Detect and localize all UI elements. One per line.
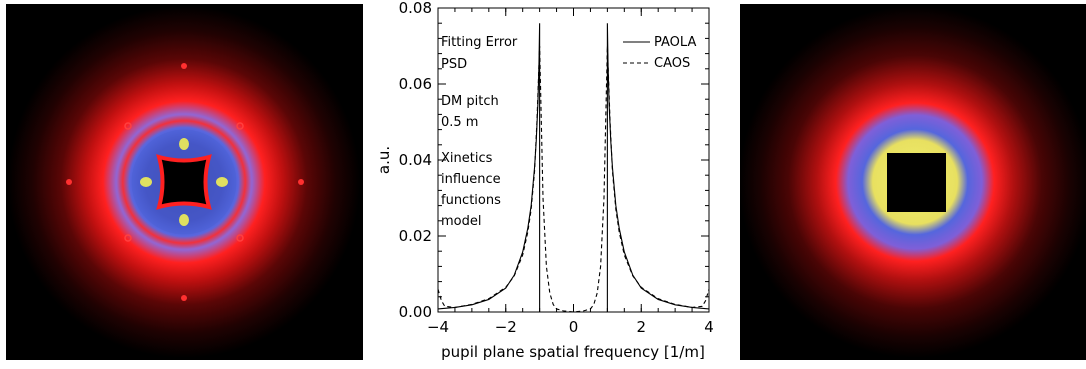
legend-entry-label: PAOLA: [654, 35, 696, 50]
y-tick-label: 0.00: [399, 303, 432, 321]
annotation-text: influence: [441, 172, 501, 187]
annotation-text: model: [441, 214, 481, 229]
chart-svg: 0.00 0.02 0.04 0.06 0.08 −4 −2 0 2 4 Fitting Err…: [375, 0, 714, 361]
right-psd-image: [740, 4, 1086, 360]
left-psd-spot: [181, 295, 187, 301]
annotation-text: 0.5 m: [441, 115, 478, 130]
legend-entry-label: CAOS: [654, 56, 690, 71]
left-psd-svg: [8, 6, 360, 358]
left-psd-image: [6, 4, 363, 360]
left-psd-spot: [124, 122, 132, 130]
x-axis-label: pupil plane spatial frequency [1/m]: [441, 343, 705, 361]
y-axis-label: a.u.: [375, 146, 393, 174]
left-psd-spot: [181, 63, 187, 69]
series-layer: [437, 23, 710, 313]
x-tick-label: 2: [636, 318, 646, 336]
y-tick-label: 0.06: [399, 75, 432, 93]
annotation-text: DM pitch: [441, 94, 499, 109]
y-tick-label: 0.08: [399, 0, 432, 17]
psd-line-chart: 0.00 0.02 0.04 0.06 0.08 −4 −2 0 2 4 Fitting Err…: [360, 0, 740, 365]
series-line-caos: [437, 45, 710, 313]
right-psd-svg: [740, 6, 1086, 358]
x-tick-label: −2: [495, 318, 517, 336]
y-tick-label: 0.04: [399, 151, 432, 169]
legend: PAOLA CAOS: [623, 35, 696, 71]
annotation-text: PSD: [441, 57, 467, 72]
y-axis: 0.00 0.02 0.04 0.06 0.08: [399, 0, 709, 321]
left-psd-spot: [236, 234, 244, 242]
x-tick-label: −4: [427, 318, 449, 336]
left-psd-yellow-spot-left: [140, 177, 152, 187]
left-psd-core: [156, 154, 212, 210]
annotation-layer: Fitting Error PSD DM pitch 0.5 m Xinetics inf…: [441, 35, 518, 229]
left-psd-yellow-spot-bottom: [179, 214, 189, 226]
left-psd-spot: [236, 122, 244, 130]
left-psd-spot: [124, 234, 132, 242]
annotation-text: functions: [441, 193, 501, 208]
left-psd-yellow-spot-right: [216, 177, 228, 187]
x-tick-label: 0: [569, 318, 579, 336]
left-psd-spot: [298, 179, 304, 185]
annotation-text: Fitting Error: [441, 35, 518, 50]
left-psd-spot: [66, 179, 72, 185]
x-tick-label: 4: [704, 318, 714, 336]
y-tick-label: 0.02: [399, 227, 432, 245]
right-psd-core: [887, 153, 946, 212]
left-psd-yellow-spot-top: [179, 138, 189, 150]
annotation-text: Xinetics: [441, 151, 493, 166]
